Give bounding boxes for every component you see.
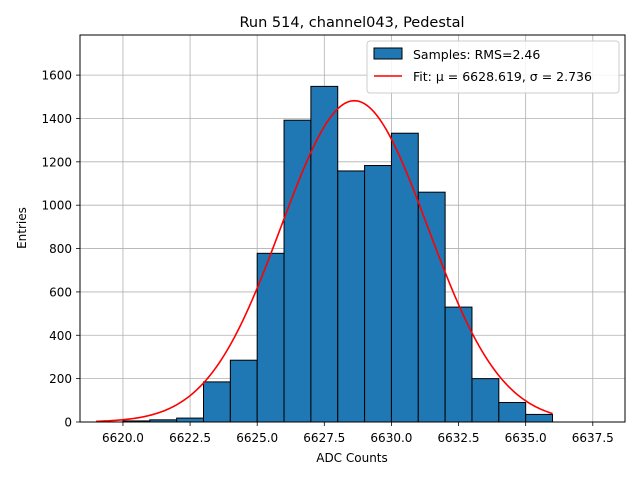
y-tick-label: 400: [49, 329, 72, 343]
histogram-bar: [310, 85, 339, 423]
x-tick-label: 6622.5: [169, 431, 211, 445]
y-tick-label: 1000: [41, 199, 72, 213]
histogram-bars: [122, 85, 554, 423]
y-tick-label: 800: [49, 242, 72, 256]
x-tick-label: 6637.5: [572, 431, 614, 445]
histogram-bar: [176, 417, 204, 423]
histogram-bar: [525, 413, 554, 423]
legend-box: [366, 40, 620, 94]
x-axis-ticks: 6620.0 6622.5 6625.0 6627.5 6630.0 6632.5 6635…: [102, 422, 614, 445]
y-tick-label: 1600: [41, 69, 72, 83]
x-tick-label: 6635.0: [505, 431, 547, 445]
x-axis-label: ADC Counts: [316, 451, 388, 465]
legend-label-fit: Fit: μ = 6628.619, σ = 2.736: [413, 69, 592, 84]
histogram-bar: [229, 359, 258, 423]
chart-title: Run 514, channel043, Pedestal: [239, 15, 464, 31]
legend-label-samples: Samples: RMS=2.46: [413, 47, 540, 62]
legend: Samples: RMS=2.46 Fit: μ = 6628.619, σ =…: [366, 40, 620, 94]
x-tick-label: 6625.0: [236, 431, 278, 445]
histogram-bar: [498, 401, 527, 423]
legend-swatch-samples: [373, 47, 403, 60]
y-axis-label: Entries: [15, 207, 29, 249]
y-axis-ticks: 0 200 400 600 800 1000 1200 1400 1600: [41, 69, 80, 430]
fit-curve: [96, 99, 553, 423]
x-tick-label: 6632.5: [438, 431, 480, 445]
histogram-bar: [283, 119, 312, 423]
histogram-bar: [471, 378, 500, 423]
histogram-bar: [364, 165, 392, 423]
y-tick-label: 200: [49, 372, 72, 386]
y-tick-label: 1400: [41, 112, 72, 126]
x-tick-label: 6627.5: [303, 431, 345, 445]
fit-curve-group: [96, 99, 553, 423]
axes-frame: [79, 34, 626, 423]
y-tick-label: 600: [49, 285, 72, 299]
y-tick-label: 1200: [41, 155, 72, 169]
x-tick-label: 6630.0: [370, 431, 412, 445]
histogram-bar: [390, 132, 419, 423]
histogram-bar: [337, 170, 366, 423]
x-tick-label: 6620.0: [102, 431, 144, 445]
histogram-bar: [417, 191, 446, 423]
histogram-bar: [202, 381, 231, 423]
y-tick-label: 0: [64, 416, 72, 430]
